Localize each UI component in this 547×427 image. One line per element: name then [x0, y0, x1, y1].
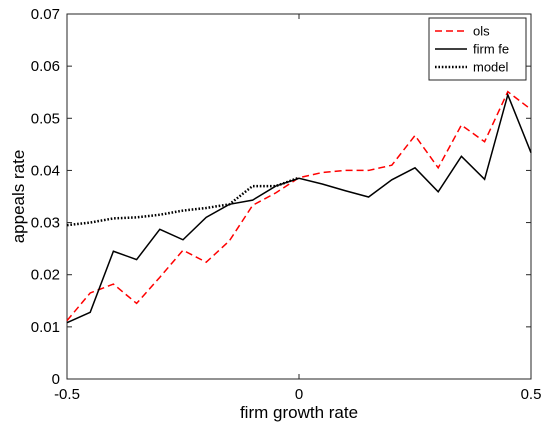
y-tick-label: 0.03 [31, 215, 60, 232]
x-tick-label: -0.5 [54, 386, 80, 403]
series-line-firm-fe [66, 92, 532, 324]
x-tick-label: 0.5 [521, 386, 542, 403]
y-tick-label: 0 [52, 371, 60, 388]
y-tick-label: 0.05 [31, 110, 60, 127]
y-tick-label: 0.07 [31, 6, 60, 23]
x-tick-label: 0 [295, 386, 303, 403]
y-tick-label: 0.06 [31, 58, 60, 75]
legend-label: model [473, 60, 509, 75]
y-tick-label: 0.01 [31, 319, 60, 336]
series-line-model [66, 176, 300, 227]
legend-label: firm fe [473, 42, 509, 57]
x-axis-label: firm growth rate [240, 403, 358, 422]
y-axis-label: appeals rate [9, 150, 28, 244]
y-tick-label: 0.02 [31, 267, 60, 284]
legend: ols firm fe model [428, 17, 527, 81]
series-line-ols [66, 90, 532, 322]
y-tick-label: 0.04 [31, 162, 60, 179]
legend-label: ols [473, 24, 490, 39]
